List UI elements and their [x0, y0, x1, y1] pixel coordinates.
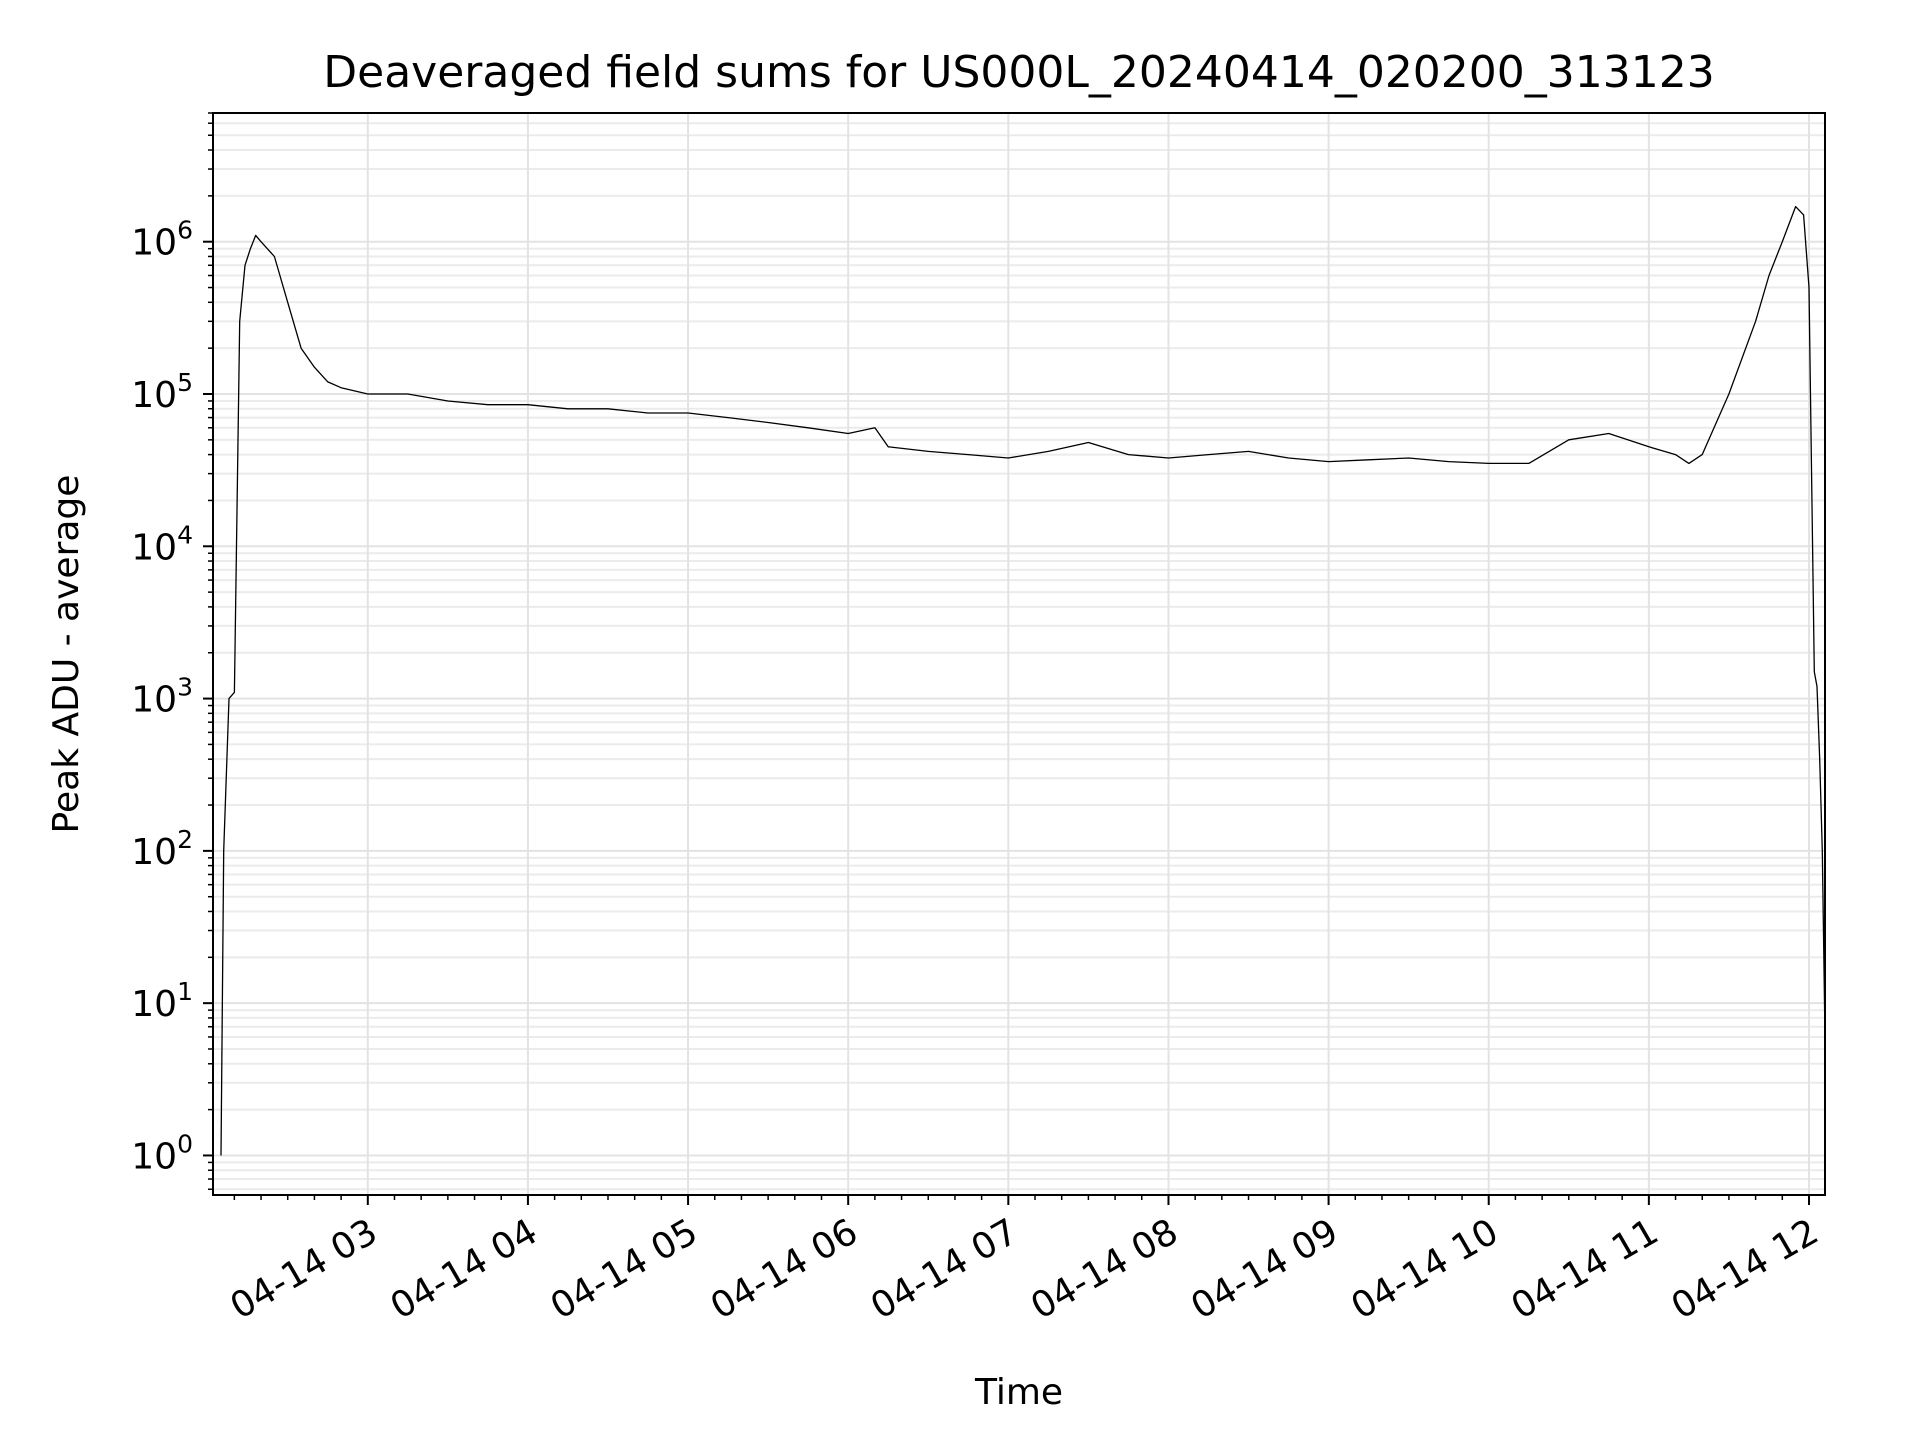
y-tick-label: 100: [131, 1129, 193, 1177]
x-tick-label: 04-14 05: [544, 1211, 705, 1327]
y-tick-base: 10: [131, 375, 177, 416]
y-tick-base: 10: [131, 680, 177, 721]
series-layer: [220, 205, 1826, 1156]
y-tick-exponent: 2: [177, 825, 193, 854]
y-tick-exponent: 3: [177, 673, 193, 702]
y-tick-exponent: 0: [177, 1129, 193, 1158]
y-tick-label: 103: [131, 673, 193, 721]
y-tick-base: 10: [131, 1136, 177, 1177]
x-tick-label: 04-14 11: [1505, 1211, 1666, 1327]
x-axis: 04-14 03 04-14 04 04-14 05 04-14 06 04-14 07…: [224, 1195, 1826, 1328]
plot-frame: [212, 112, 1826, 1196]
series-line: [220, 205, 1826, 1156]
y-tick-base: 10: [131, 832, 177, 873]
grid: [213, 112, 1825, 1195]
x-tick-label: 04-14 08: [1024, 1211, 1185, 1327]
y-tick-exponent: 5: [177, 368, 193, 397]
y-axis-label: Peak ADU - average: [46, 475, 87, 834]
y-tick-label: 104: [131, 520, 193, 568]
x-axis-label: Time: [974, 1372, 1063, 1413]
x-tick-label: 04-14 06: [704, 1211, 865, 1327]
x-tick-label: 04-14 10: [1345, 1211, 1506, 1327]
chart-title: Deaveraged field sums for US000L_2024041…: [323, 47, 1715, 98]
y-tick-exponent: 1: [177, 977, 193, 1006]
y-tick-label: 102: [131, 825, 193, 873]
y-tick-exponent: 6: [177, 216, 193, 245]
y-tick-base: 10: [131, 223, 177, 264]
y-tick-label: 105: [131, 368, 193, 416]
x-tick-label: 04-14 03: [224, 1211, 385, 1327]
x-tick-label: 04-14 12: [1665, 1211, 1826, 1327]
y-tick-base: 10: [131, 984, 177, 1025]
y-tick-exponent: 4: [177, 520, 193, 549]
x-tick-label: 04-14 09: [1184, 1211, 1345, 1327]
x-tick-label: 04-14 07: [864, 1211, 1025, 1327]
y-tick-base: 10: [131, 527, 177, 568]
x-tick-label: 04-14 04: [384, 1211, 545, 1327]
y-tick-label: 106: [131, 216, 193, 264]
y-tick-label: 101: [131, 977, 193, 1025]
